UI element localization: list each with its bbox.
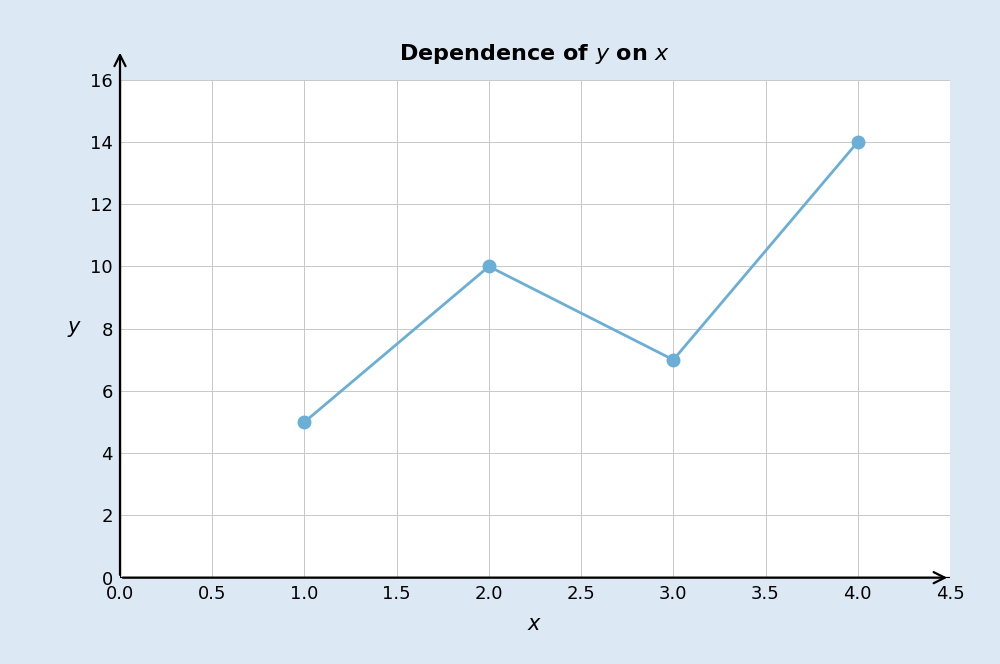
Title: Dependence of $\mathit{y}$ on $\mathit{x}$: Dependence of $\mathit{y}$ on $\mathit{x… <box>399 42 671 66</box>
X-axis label: $\it{x}$: $\it{x}$ <box>527 614 543 633</box>
Y-axis label: $\it{y}$: $\it{y}$ <box>67 319 82 339</box>
